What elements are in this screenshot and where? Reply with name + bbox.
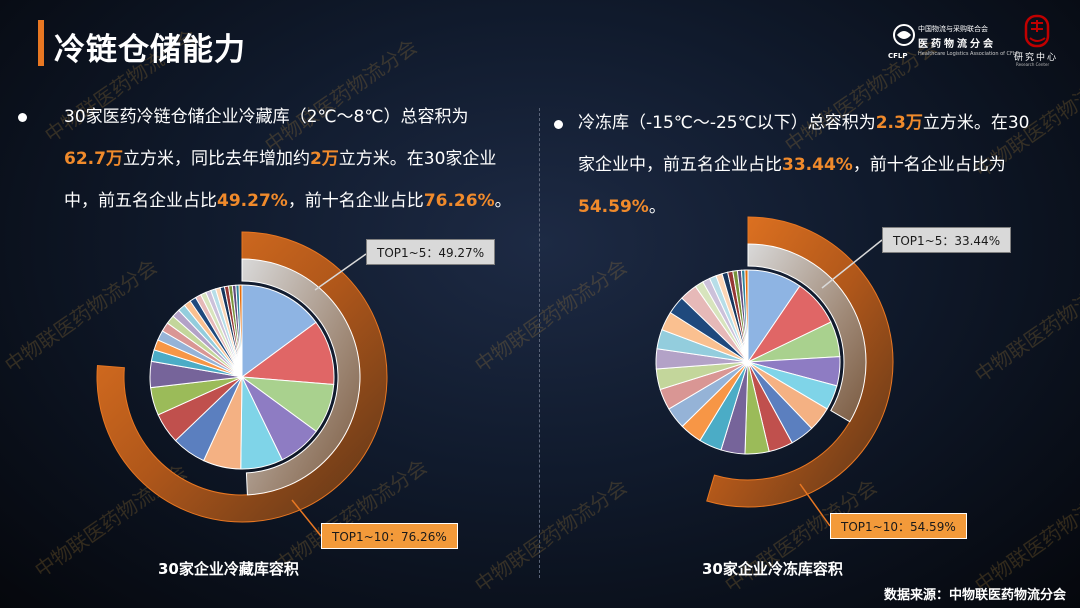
research-center-name: 研究中心 [1014, 53, 1059, 63]
refrigerated-chart-title: 30家企业冷藏库容积 [158, 560, 299, 578]
right-paragraph: 冷冻库（-15℃～-25℃以下）总容积为2.3万立方米。在30 家企业中，前五名… [578, 102, 1058, 228]
top5-ring [241, 258, 361, 496]
frozen-chart-title: 30家企业冷冻库容积 [702, 560, 843, 578]
logo-english-name: Healthcare Logistics Association of CFLP [918, 51, 1019, 57]
watermark: 中物联医药物流分会 [970, 474, 1080, 598]
bullet-icon [554, 120, 563, 129]
top5-label-refrigerated: TOP1~5：49.27% [366, 239, 496, 265]
cflp-logo-icon [893, 24, 915, 46]
frozen-pie-chart [655, 216, 894, 527]
top10-label-frozen: TOP1~10：54.59% [830, 513, 967, 539]
left-line-2: 62.7万立方米，同比去年增加约2万立方米。在30家企业 [64, 149, 497, 169]
pie-slice [241, 284, 317, 378]
title-accent-bar [38, 20, 44, 66]
refrigerated-pie-chart [96, 231, 388, 537]
top5-leader-line [314, 253, 367, 291]
watermark: 中物联医药物流分会 [970, 264, 1080, 388]
research-center-seal-icon [1024, 14, 1050, 48]
page-title: 冷链仓储能力 [54, 32, 246, 68]
cflp-logo: 中国物流与采购联合会 医药物流分会 Healthcare Logistics A… [888, 20, 1038, 66]
logo-branch-name: 医药物流分会 [918, 39, 996, 50]
left-paragraph: 30家医药冷链仓储企业冷藏库（2℃～8℃）总容积为 62.7万立方米，同比去年增… [64, 96, 534, 222]
bullet-icon [18, 113, 27, 122]
top5-label-frozen: TOP1~5：33.44% [882, 227, 1012, 253]
top5-leader-line [821, 239, 883, 289]
right-line-2: 家企业中，前五名企业占比33.44%，前十名企业占比为 [578, 155, 1006, 175]
research-center-logo: 研究中心 Research Center [1012, 14, 1062, 70]
left-line-3: 中，前五名企业占比49.27%，前十名企业占比76.26%。 [64, 191, 512, 211]
left-line-1: 30家医药冷链仓储企业冷藏库（2℃～8℃）总容积为 [64, 107, 469, 127]
right-line-3: 54.59%。 [578, 197, 666, 217]
top10-label-refrigerated: TOP1~10：76.26% [321, 523, 458, 549]
top10-leader-line [799, 483, 831, 527]
data-source: 数据来源：中物联医药物流分会 [883, 588, 1066, 603]
logo-cflp-text: CFLP [888, 52, 908, 60]
top5-ring [747, 243, 867, 423]
top10-leader-line [291, 499, 322, 537]
column-divider [539, 108, 540, 578]
pie-slice [240, 321, 335, 386]
pie-slice [744, 269, 749, 363]
research-center-english: Research Center [1016, 62, 1050, 67]
right-line-1: 冷冻库（-15℃～-25℃以下）总容积为2.3万立方米。在30 [578, 113, 1030, 133]
logo-org-name: 中国物流与采购联合会 [918, 25, 988, 33]
pie-slice [238, 284, 243, 378]
